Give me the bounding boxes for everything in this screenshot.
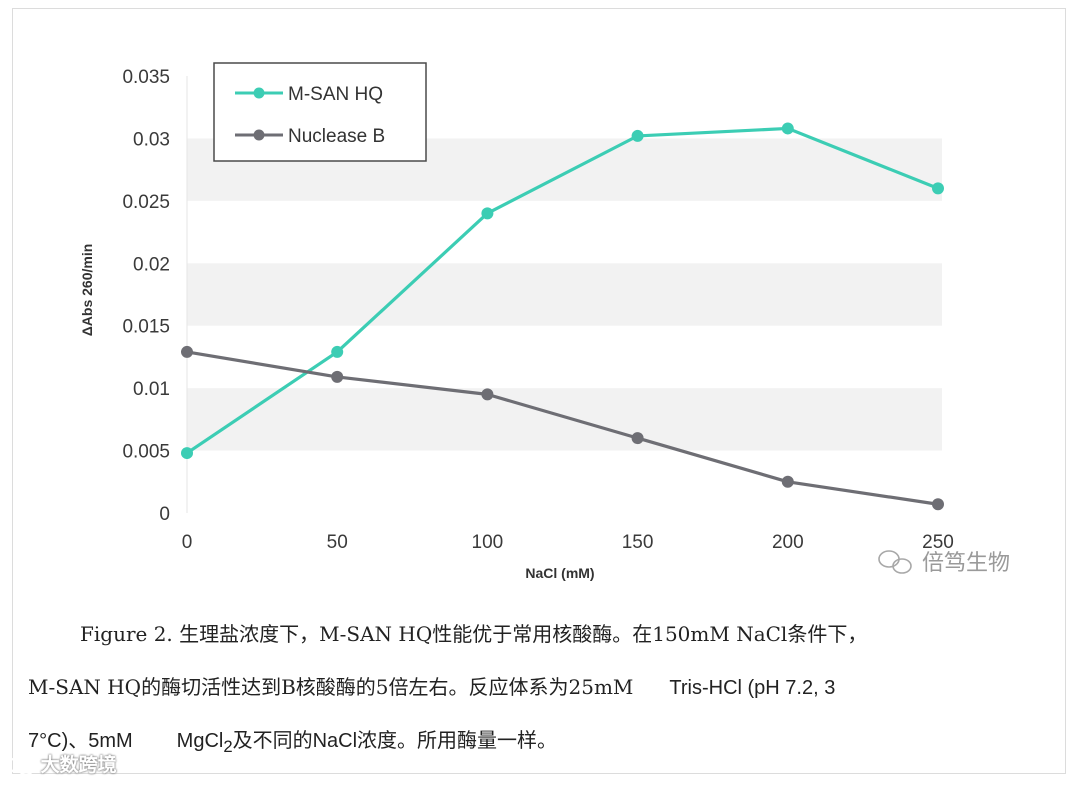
data-point-0-4 <box>781 122 794 135</box>
data-point-0-0 <box>181 447 193 460</box>
caption-line-3: 7°C)、5mM MgCl2及不同的NaCl浓度。所用酶量一样。 <box>28 715 1058 773</box>
chart-watermark: 倍笃生物 <box>878 550 1010 576</box>
y-tick-label: 0.02 <box>133 254 170 275</box>
caption-line-3-b: MgCl <box>176 730 224 752</box>
data-point-0-2 <box>481 207 494 220</box>
line-chart: 0 0.005 0.01 0.015 0.02 0.025 0.03 0.035 0 50 100… <box>79 62 1010 581</box>
caption-line-2-text: M-SAN HQ的酶切活性达到B核酸酶的5倍左右。反应体系为25mM <box>28 675 634 699</box>
x-tick-label: 0 <box>182 532 193 553</box>
caption-line-3-sub: 2 <box>223 737 233 756</box>
wechat-icon <box>8 756 34 775</box>
legend-marker-msan <box>253 87 265 99</box>
y-tick-label: 0.035 <box>122 67 170 88</box>
figure-caption: Figure 2. 生理盐浓度下，M-SAN HQ性能优于常用核酸酶。在150m… <box>28 608 1058 773</box>
data-point-1-0 <box>181 345 193 358</box>
x-tick-label: 50 <box>327 532 348 553</box>
y-tick-labels: 0 0.005 0.01 0.015 0.02 0.025 0.03 0.035 <box>122 67 170 525</box>
caption-line-3-a: 7°C)、5mM <box>28 730 133 752</box>
x-axis-label: NaCl (mM) <box>525 565 594 581</box>
caption-line-1: Figure 2. 生理盐浓度下，M-SAN HQ性能优于常用核酸酶。在150m… <box>28 608 1058 661</box>
wechat-icon <box>878 550 912 574</box>
y-tick-label: 0 <box>159 504 170 525</box>
x-tick-label: 200 <box>772 532 804 553</box>
x-tick-labels: 0 50 100 150 200 250 <box>182 532 954 553</box>
legend: M-SAN HQ Nuclease B <box>213 62 427 162</box>
data-point-1-1 <box>331 370 344 383</box>
y-tick-label: 0.01 <box>133 379 170 400</box>
data-point-1-5 <box>932 498 944 511</box>
chart-watermark-text: 倍笃生物 <box>922 551 1010 576</box>
data-point-0-5 <box>932 182 944 195</box>
y-tick-label: 0.005 <box>122 442 170 463</box>
x-tick-label: 250 <box>922 532 954 553</box>
caption-line-2-suffix: Tris-HCl (pH 7.2, 3 <box>669 677 836 699</box>
caption-line-1-text: Figure 2. 生理盐浓度下，M-SAN HQ性能优于常用核酸酶。在150m… <box>80 622 868 646</box>
data-point-0-1 <box>331 345 344 358</box>
series-lines <box>186 126 939 506</box>
bottom-watermark: 大数跨境 <box>8 750 117 777</box>
plot-band <box>187 388 942 451</box>
bottom-watermark-text: 大数跨境 <box>40 754 117 776</box>
legend-label-msan: M-SAN HQ <box>288 84 383 105</box>
plot-bands <box>187 138 942 451</box>
y-tick-label: 0.025 <box>122 192 170 213</box>
y-axis-label: ΔAbs 260/min <box>79 244 95 337</box>
x-tick-label: 150 <box>622 532 654 553</box>
data-point-1-2 <box>481 388 494 401</box>
legend-box <box>213 62 427 162</box>
data-point-1-4 <box>781 475 794 488</box>
legend-label-nuclease: Nuclease B <box>288 126 385 147</box>
y-tick-label: 0.015 <box>122 317 170 338</box>
y-tick-label: 0.03 <box>133 129 170 150</box>
plot-band <box>187 263 942 326</box>
series-line-0 <box>186 126 939 455</box>
series-line-1 <box>186 350 939 506</box>
data-point-1-3 <box>631 432 644 445</box>
series-points <box>181 122 944 511</box>
data-point-0-3 <box>631 129 644 142</box>
x-tick-label: 100 <box>472 532 504 553</box>
legend-marker-nuclease <box>253 129 265 141</box>
caption-line-3-c: 及不同的NaCl浓度。所用酶量一样。 <box>232 730 558 752</box>
caption-line-2: M-SAN HQ的酶切活性达到B核酸酶的5倍左右。反应体系为25mM Tris-H… <box>28 661 1058 715</box>
